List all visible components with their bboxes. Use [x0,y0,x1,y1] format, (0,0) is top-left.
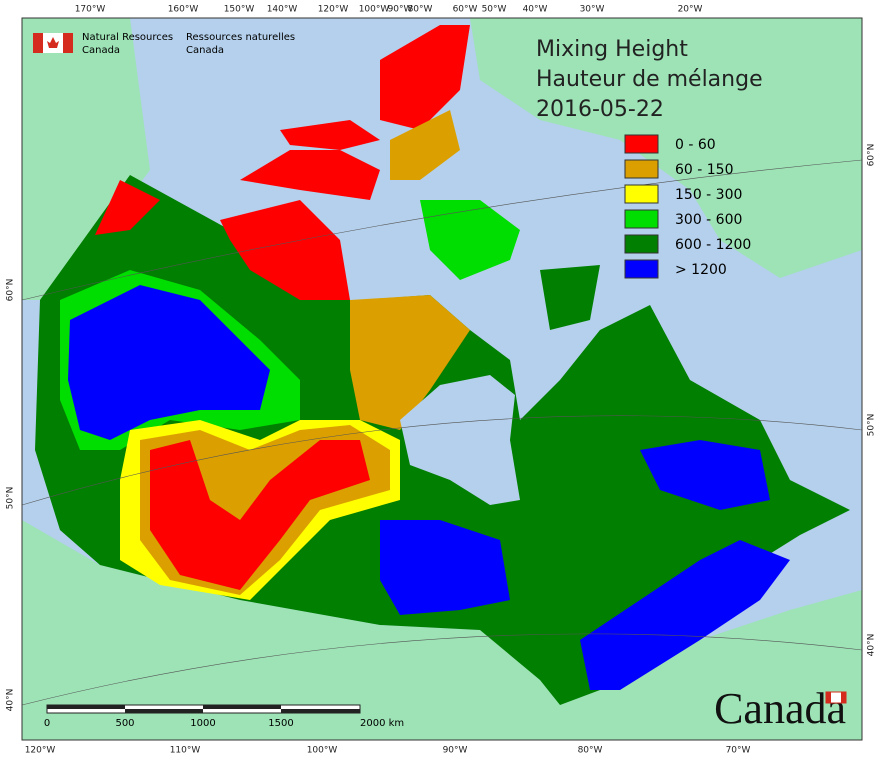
island-red-2 [280,120,380,150]
longitude-label: 90°W [443,746,468,756]
title-line: 2016-05-22 [536,97,664,122]
longitude-label: 120°W [318,5,349,15]
zone-quebec-blue [640,440,770,510]
longitude-label: 70°W [726,746,751,756]
zone-ontario-blue [380,520,510,615]
title: Mixing Height Hauteur de mélange 2016-05… [536,37,763,122]
island-red-1 [240,150,380,200]
hudson-bay [400,375,520,505]
flag-bar [63,33,73,53]
wordmark-flag [825,691,847,704]
longitude-label: 150°W [224,5,255,15]
logo-text: Canada [186,45,224,56]
latitude-label: 50°N [6,487,16,510]
zone-yukon-red [95,180,160,235]
usa [22,520,862,740]
legend: 0 - 60 60 - 150 150 - 300 300 - 600 600 - 12… [624,134,751,279]
zone-labrador [540,265,600,330]
map-area [21,18,863,740]
logo-text: Natural Resources [82,32,173,43]
legend-label: > 1200 [675,262,727,278]
longitude-label: 170°W [75,5,106,15]
scale-label: 2000 km [360,718,404,729]
longitude-label: 110°W [170,746,201,756]
latitude-label: 60°N [6,279,16,302]
legend-swatch [624,259,659,279]
longitude-label: 120°W [25,746,56,756]
wordmark: Canada [714,684,846,733]
island-ellesmere [380,25,470,130]
legend-swatch [624,234,659,254]
longitude-label: 30°W [580,5,605,15]
longitude-label: 90°W [388,5,413,15]
longitude-label: 140°W [267,5,298,15]
latitude-label: 40°N [867,634,877,657]
island-baffin [420,200,520,280]
scale-segment [203,705,281,709]
latitude-label: 60°N [867,144,877,167]
legend-label: 0 - 60 [675,137,716,153]
scale-label: 1000 [190,718,215,729]
legend-label: 600 - 1200 [675,237,751,253]
scale-label: 1500 [268,718,293,729]
longitude-label: 100°W [359,5,390,15]
zone-central-orange [350,295,470,430]
longitude-label: 60°W [453,5,478,15]
longitude-label: 80°W [578,746,603,756]
legend-swatch [624,134,659,154]
flag-bar [33,33,43,53]
flag-bar [826,692,831,703]
logo-text: Ressources naturelles [186,32,295,43]
logo: Natural Resources Canada Ressources natu… [33,32,295,56]
title-line: Hauteur de mélange [536,67,763,92]
graticule-labels: 170°W 160°W 150°W 140°W 120°W 100°W90°W80°W 60… [6,5,877,756]
title-line: Mixing Height [536,37,688,62]
longitude-label: 80°W [408,5,433,15]
scale-bar: 0 500 1000 1500 2000 km [44,704,404,729]
zone-prairie-red [150,440,370,590]
island-baffin-n [390,110,460,180]
longitude-label: 40°W [523,5,548,15]
longitude-label: 20°W [678,5,703,15]
scale-segment [281,709,360,713]
scale-label: 0 [44,718,50,729]
logo-text: Canada [82,45,120,56]
alaska [22,18,150,300]
scale-label: 500 [115,718,134,729]
legend-label: 150 - 300 [675,187,742,203]
graticule-lines [21,159,863,706]
longitude-label: 50°W [482,5,507,15]
scale-segment [125,709,203,713]
legend-swatch [624,159,659,179]
legend-swatch [624,209,659,229]
longitude-label: 160°W [168,5,199,15]
map-border [21,17,863,741]
latitude-label: 40°N [6,689,16,712]
greenland [470,18,862,278]
legend-swatch [624,184,659,204]
zone-west-blue [68,285,270,440]
longitude-label: 100°W [307,746,338,756]
zone-east-blue [580,540,790,690]
legend-label: 300 - 600 [675,212,742,228]
flag-bar [841,692,846,703]
latitude-label: 50°N [867,414,877,437]
maple-leaf [47,37,59,48]
legend-label: 60 - 150 [675,162,734,178]
scale-segment [47,705,125,709]
zone-arctic-red [220,200,350,300]
